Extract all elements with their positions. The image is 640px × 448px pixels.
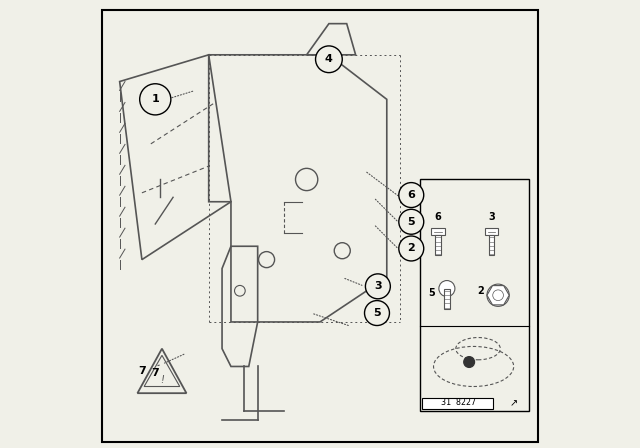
Circle shape	[399, 236, 424, 261]
Text: 2: 2	[408, 243, 415, 254]
Text: 6: 6	[435, 212, 442, 222]
Circle shape	[493, 290, 504, 301]
Circle shape	[316, 46, 342, 73]
Polygon shape	[431, 228, 445, 235]
Circle shape	[464, 357, 474, 367]
Text: 7: 7	[138, 366, 146, 376]
FancyBboxPatch shape	[422, 398, 493, 409]
FancyBboxPatch shape	[102, 10, 538, 442]
Circle shape	[140, 84, 171, 115]
Polygon shape	[484, 228, 498, 235]
Text: !: !	[160, 375, 164, 385]
Text: 5: 5	[428, 288, 435, 298]
Text: 3: 3	[374, 281, 381, 291]
Circle shape	[365, 274, 390, 299]
Text: 1: 1	[152, 95, 159, 104]
Text: 4: 4	[325, 54, 333, 64]
Text: 5: 5	[408, 217, 415, 227]
Circle shape	[439, 280, 455, 297]
Polygon shape	[435, 235, 441, 255]
Circle shape	[487, 284, 509, 306]
Circle shape	[399, 183, 424, 207]
Text: 5: 5	[373, 308, 381, 318]
Text: ↗: ↗	[509, 398, 518, 408]
Text: 3: 3	[488, 212, 495, 222]
Polygon shape	[487, 285, 509, 305]
Text: 31 8227: 31 8227	[440, 398, 476, 408]
Text: 6: 6	[407, 190, 415, 200]
Polygon shape	[444, 289, 449, 309]
FancyBboxPatch shape	[420, 180, 529, 411]
Text: 2: 2	[477, 286, 484, 296]
Text: 7: 7	[152, 368, 159, 378]
Polygon shape	[489, 235, 494, 255]
Circle shape	[365, 301, 390, 326]
Circle shape	[399, 209, 424, 234]
